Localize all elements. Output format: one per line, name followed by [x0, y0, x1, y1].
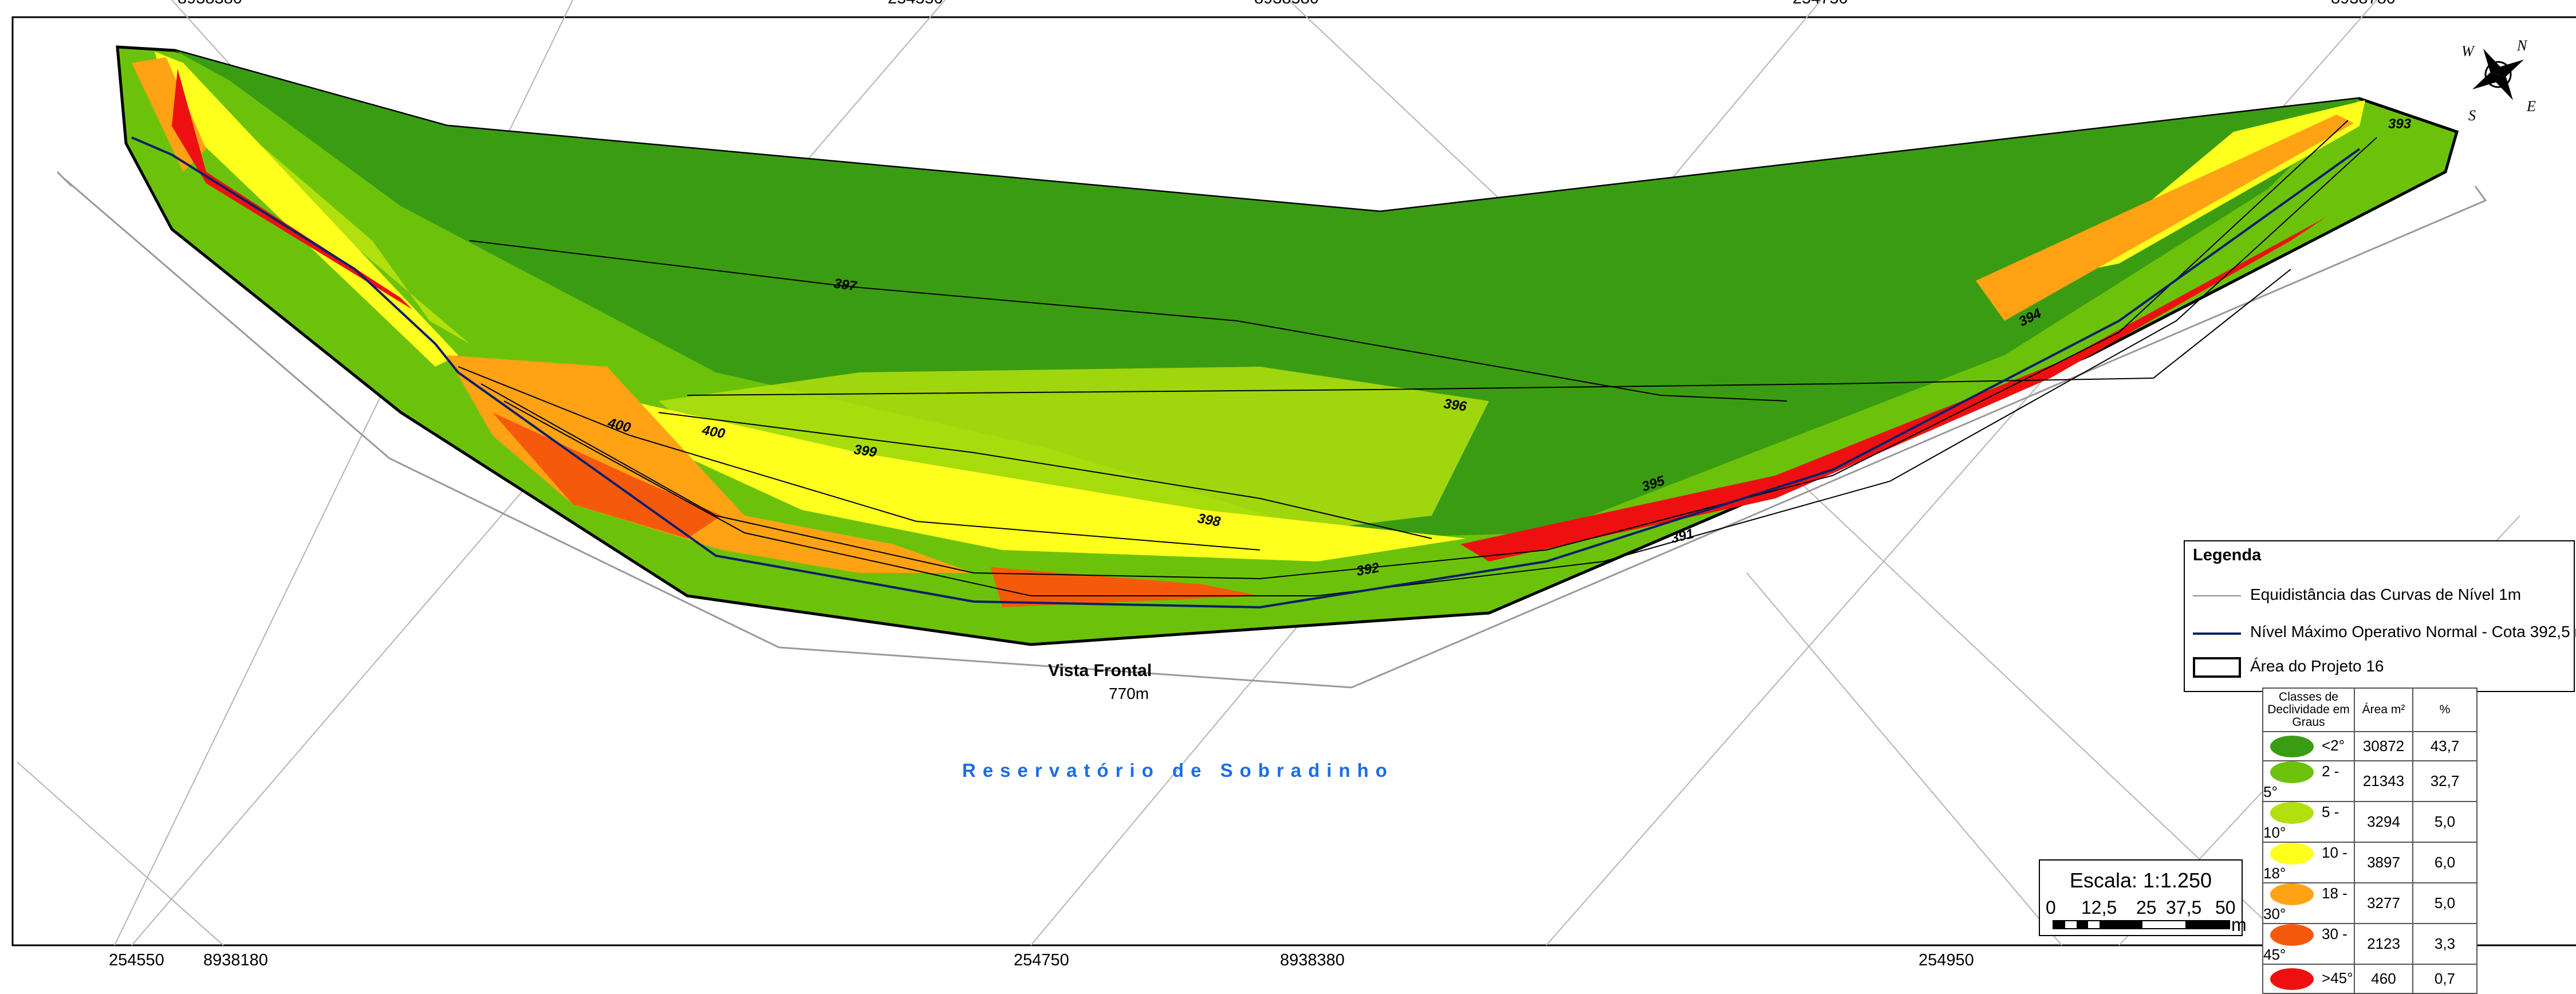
table-header-class: Classes de Declividade em Graus	[2262, 687, 2355, 732]
legend-item-contours: Equidistância das Curvas de Nível 1m	[2193, 584, 2571, 607]
slope-class-gt45	[172, 69, 412, 309]
coord-bottom: 254950	[1919, 951, 1974, 969]
coord-top: 254750	[1793, 0, 1848, 8]
nmon-line	[131, 136, 2361, 609]
area-cell: 3277	[2354, 882, 2413, 924]
table-row: 10 - 18° 3897 6,0	[2262, 842, 2477, 883]
slope-class-label: 18 - 30°	[2263, 884, 2347, 922]
view-length: 770m	[1109, 685, 1149, 702]
coord-top: 8938380	[178, 0, 242, 8]
contour-label: 393	[2388, 116, 2412, 132]
slope-color-swatch	[2270, 968, 2314, 990]
coord-top: 254550	[888, 0, 943, 8]
coord-top: 8938780	[2331, 0, 2396, 8]
pct-cell: 5,0	[2412, 801, 2477, 843]
legend-label: Equidistância das Curvas de Nível 1m	[2250, 586, 2522, 603]
area-cell: 3294	[2354, 801, 2413, 843]
contour-label: 397	[833, 276, 858, 294]
slope-class-cell: 2 - 5°	[2262, 760, 2355, 802]
scale-unit: m	[2231, 914, 2247, 935]
slope-color-swatch	[2270, 802, 2314, 824]
area-cell: 30872	[2354, 731, 2413, 761]
table-row: 18 - 30° 3277 5,0	[2262, 882, 2477, 924]
area-cell: 2123	[2354, 923, 2413, 965]
legend-label: Nível Máximo Operativo Normal - Cota 392…	[2250, 623, 2576, 641]
coord-bottom: 8938180	[203, 951, 268, 969]
slope-class-10-18	[630, 401, 1466, 561]
slope-color-swatch	[2270, 735, 2314, 757]
legend-item-project-area: Área do Projeto 16	[2193, 656, 2571, 679]
slope-class-18-30	[447, 355, 974, 573]
area-cell: 21343	[2354, 760, 2413, 802]
pct-cell: 43,7	[2412, 731, 2477, 761]
slope-color-swatch	[2270, 843, 2314, 865]
slope-class-label: 2 - 5°	[2263, 762, 2339, 800]
scale-bar: Escala: 1:1.250 0 12,5 25 37,5 50 m	[2039, 859, 2247, 936]
table-row: <2° 30872 43,7	[2262, 731, 2477, 761]
scale-tick: 12,5	[2081, 897, 2117, 918]
slope-class-cell: 18 - 30°	[2262, 882, 2355, 924]
table-row: 2 - 5° 21343 32,7	[2262, 760, 2477, 802]
table-row: >45° 460 0,7	[2262, 964, 2477, 994]
table-header-pct: %	[2412, 687, 2477, 732]
svg-text:S: S	[2468, 107, 2476, 124]
pct-cell: 5,0	[2412, 882, 2477, 924]
area-cell: 460	[2354, 964, 2413, 994]
contour-label: 399	[853, 442, 878, 460]
svg-text:N: N	[2516, 37, 2528, 54]
slope-class-5-10	[659, 367, 1489, 550]
scale-tick: 0	[2046, 897, 2056, 918]
legend-title: Legenda	[2193, 546, 2262, 564]
coord-bottom: 8938380	[1280, 951, 1345, 969]
slope-class-label: >45°	[2322, 969, 2353, 987]
table-row: 5 - 10° 3294 5,0	[2262, 801, 2477, 843]
svg-text:E: E	[2526, 98, 2536, 115]
scale-graphic	[2053, 920, 2230, 929]
pct-cell: 6,0	[2412, 842, 2477, 883]
slope-class-30-45	[493, 412, 722, 539]
project-area-icon	[2193, 657, 2241, 678]
view-label: Vista Frontal	[1048, 661, 1152, 680]
slope-class-label: <2°	[2322, 736, 2345, 754]
contour-label: 396	[1443, 396, 1468, 414]
table-header-area: Área m²	[2354, 687, 2413, 732]
contour-line-icon	[2193, 595, 2241, 596]
slope-color-swatch	[2270, 883, 2314, 905]
slope-color-swatch	[2270, 924, 2314, 946]
legend: Legenda Equidistância das Curvas de Níve…	[2184, 540, 2576, 692]
reservoir-label: Reservatório de Sobradinho	[962, 760, 1394, 781]
nmon-line-icon	[2193, 632, 2241, 635]
slope-classes-table: Classes de Declividade em Graus Área m² …	[2262, 687, 2477, 994]
legend-item-nmon: Nível Máximo Operativo Normal - Cota 392…	[2193, 622, 2576, 645]
slope-class-label: 30 - 45°	[2263, 925, 2347, 963]
slope-class-lt2	[175, 50, 2360, 539]
coord-bottom: 254750	[1014, 951, 1069, 969]
slope-table-body: <2° 30872 43,7 2 - 5° 21343 32,7 5 - 10° 3294 5,…	[2262, 731, 2477, 994]
table-row: 30 - 45° 2123 3,3	[2262, 923, 2477, 965]
scale-tick: 50	[2215, 897, 2236, 918]
slope-class-cell: 5 - 10°	[2262, 801, 2355, 843]
compass-icon	[2472, 48, 2524, 101]
pct-cell: 32,7	[2412, 760, 2477, 802]
scale-label: Escala: 1:1.250	[2069, 869, 2212, 892]
pct-cell: 3,3	[2412, 923, 2477, 965]
coord-bottom: 254550	[109, 951, 164, 969]
slope-color-swatch	[2270, 761, 2314, 783]
contour-lines	[458, 120, 2377, 596]
scale-tick: 37,5	[2166, 897, 2202, 918]
slope-class-label: 5 - 10°	[2263, 803, 2339, 841]
slope-class-cell: <2°	[2262, 731, 2355, 761]
slope-class-cell: 30 - 45°	[2262, 923, 2355, 965]
slope-class-cell: 10 - 18°	[2262, 842, 2355, 883]
frontal-view-outline	[62, 176, 2487, 689]
coord-top: 8938580	[1254, 0, 1319, 8]
legend-label: Área do Projeto 16	[2250, 657, 2384, 675]
area-cell: 3897	[2354, 842, 2413, 883]
slope-class-label: 10 - 18°	[2263, 843, 2347, 882]
slope-class-cell: >45°	[2262, 964, 2355, 994]
svg-text:W: W	[2461, 43, 2475, 60]
pct-cell: 0,7	[2412, 964, 2477, 994]
scale-tick: 25	[2136, 897, 2157, 918]
